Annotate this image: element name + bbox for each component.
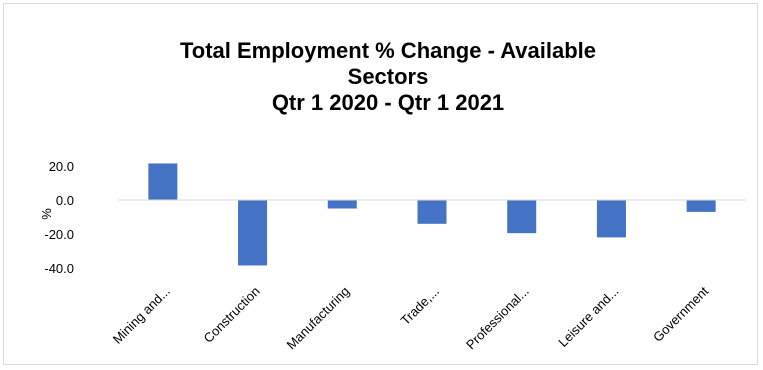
y-tick-label: -20.0: [44, 227, 74, 242]
bar: [327, 200, 357, 209]
x-tick-label: Trade,...: [398, 284, 443, 329]
bar: [507, 200, 537, 234]
x-tick-label: Mining and...: [110, 284, 173, 347]
x-tick-label: Manufacturing: [284, 284, 353, 353]
y-tick-label: 20.0: [49, 159, 74, 174]
chart-title: Total Employment % Change - Available Se…: [180, 38, 596, 115]
chart-title-line-2: Sectors: [348, 64, 429, 89]
bar-chart: Total Employment % Change - Available Se…: [39, 38, 746, 352]
bar: [148, 163, 178, 200]
y-axis-ticks: 20.0 0.0 -20.0 -40.0: [44, 159, 74, 276]
bar: [417, 200, 447, 224]
bar: [686, 200, 716, 212]
y-tick-label: 0.0: [56, 193, 74, 208]
chart-frame: Total Employment % Change - Available Se…: [3, 3, 758, 365]
chart-title-line-3: Qtr 1 2020 - Qtr 1 2021: [272, 90, 504, 115]
y-axis-label: %: [39, 208, 54, 220]
x-tick-label: Government: [650, 283, 711, 344]
y-tick-label: -40.0: [44, 261, 74, 276]
x-tick-label: Leisure and...: [555, 284, 621, 350]
x-tick-label: Professional...: [463, 284, 532, 353]
x-axis-ticks: Mining and... Construction Manufacturing Tr…: [110, 283, 712, 352]
chart-title-line-1: Total Employment % Change - Available: [180, 38, 596, 63]
bar: [238, 200, 268, 266]
x-tick-label: Construction: [200, 284, 262, 346]
bars: [148, 163, 716, 266]
bar: [596, 200, 626, 238]
